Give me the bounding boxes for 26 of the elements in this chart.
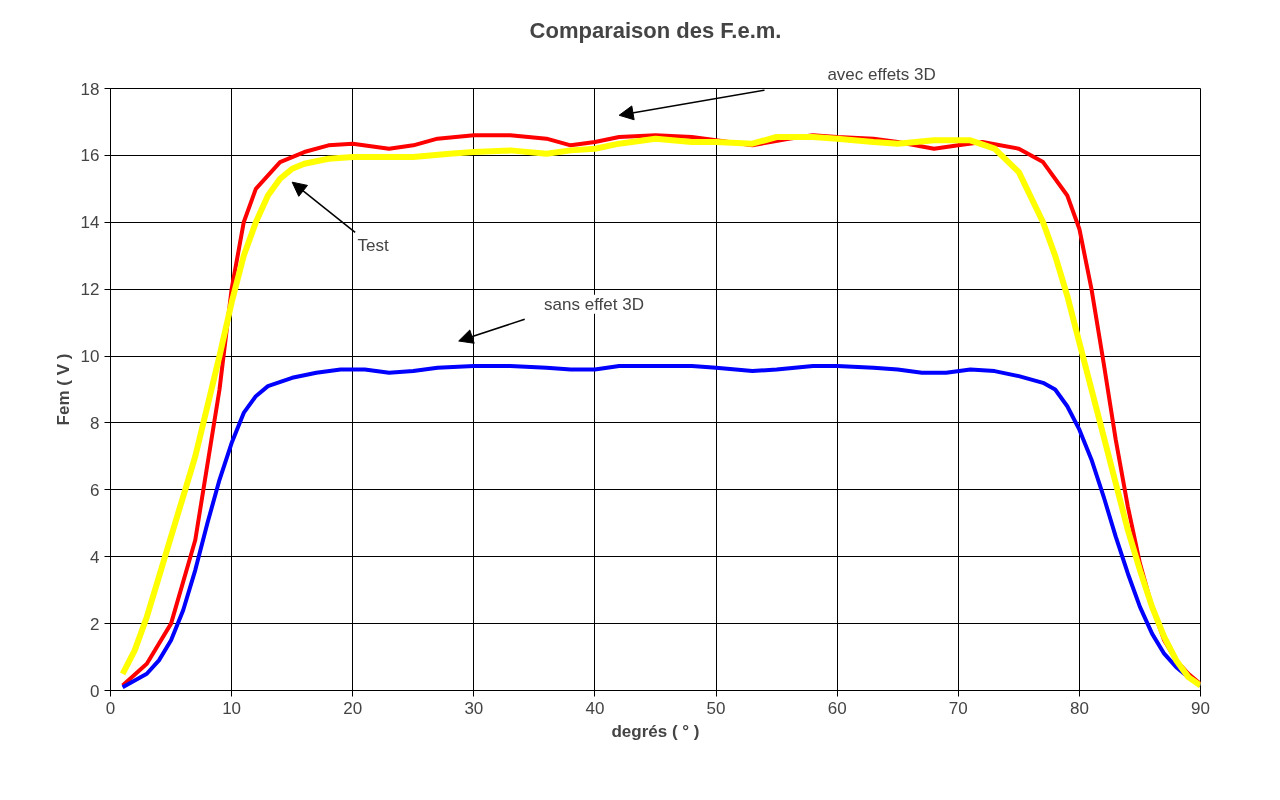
y-tick-label: 6 — [90, 480, 100, 500]
y-axis-title: Fem ( V ) — [53, 353, 73, 426]
x-tick-label: 80 — [1069, 698, 1089, 718]
chart-title: Comparaison des F.e.m. — [529, 17, 782, 43]
y-tick-label: 10 — [80, 347, 100, 367]
y-tick-label: 8 — [90, 413, 100, 433]
annotation: Test — [357, 236, 390, 256]
x-tick-label: 10 — [222, 698, 242, 718]
x-tick-label: 70 — [948, 698, 968, 718]
text: avec effets 3D — [827, 64, 936, 84]
y-tick-label: 12 — [80, 280, 100, 300]
x-tick-label: 60 — [827, 698, 847, 718]
x-tick-label: 20 — [343, 698, 363, 718]
x-tick-label: 0 — [105, 698, 116, 718]
annotation: sans effet 3D — [544, 294, 644, 314]
y-tick-label: 14 — [80, 213, 100, 233]
x-tick-label: 90 — [1191, 698, 1210, 718]
y-tick-label: 4 — [90, 547, 100, 567]
y-tick-label: 0 — [90, 681, 100, 701]
x-tick-label: 40 — [585, 698, 605, 718]
x-tick-label: 30 — [464, 698, 484, 718]
y-tick-label: 18 — [80, 79, 100, 99]
y-tick-label: 2 — [90, 614, 100, 634]
y-tick-label: 16 — [80, 146, 100, 166]
x-axis-title: degrés ( ° ) — [611, 721, 700, 741]
x-tick-label: 50 — [706, 698, 726, 718]
